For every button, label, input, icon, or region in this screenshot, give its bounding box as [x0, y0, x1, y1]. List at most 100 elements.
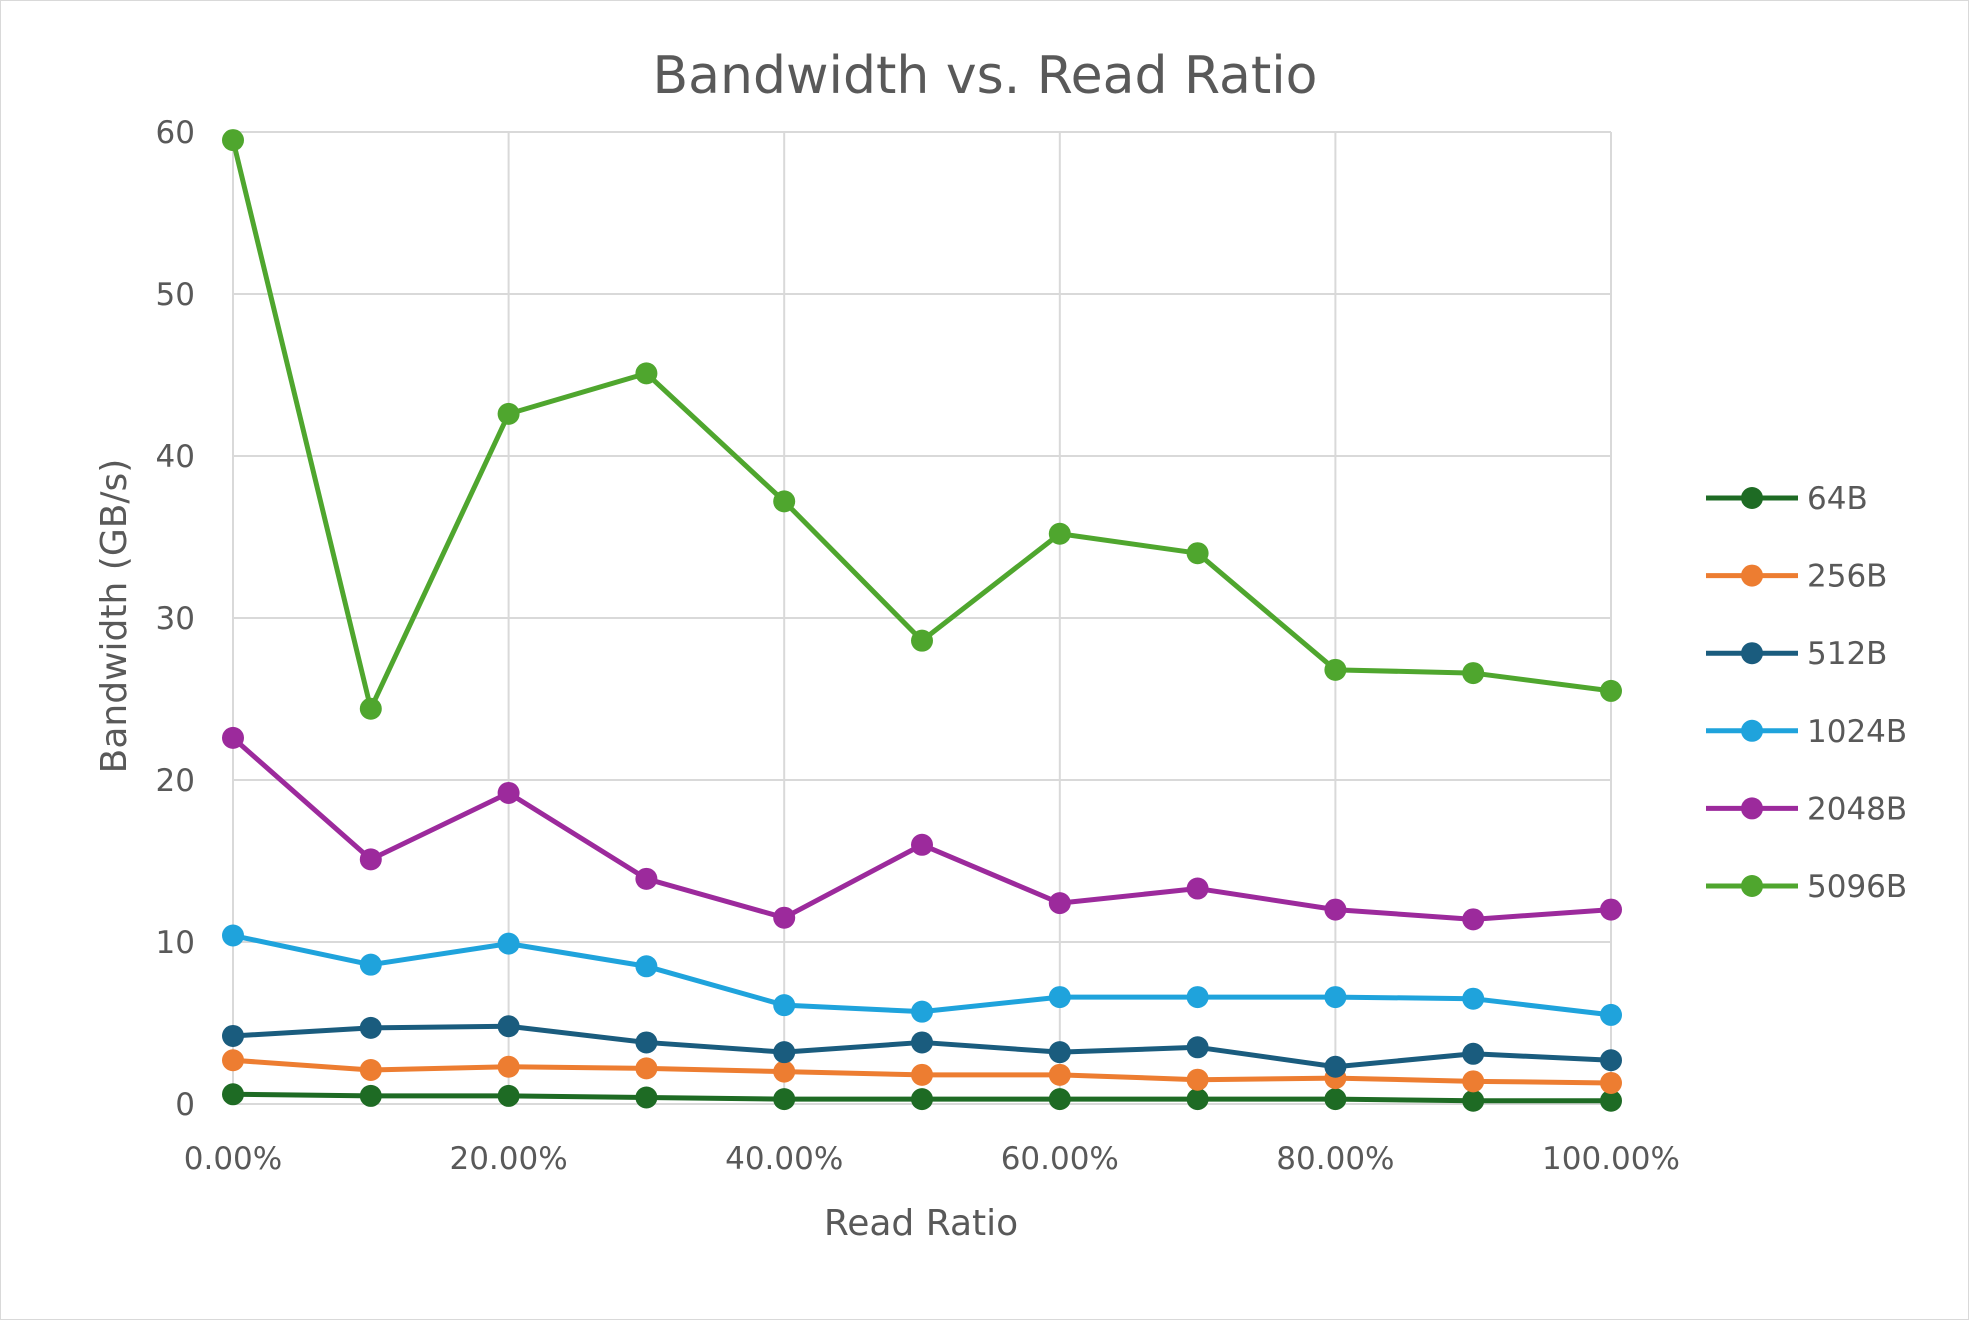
legend-item-5096B: 5096B: [1706, 869, 1907, 905]
data-point: [1600, 898, 1622, 921]
series-64B: [222, 1083, 1622, 1112]
series-line: [231, 736, 1612, 922]
y-tick-label: 60: [156, 115, 195, 151]
legend-item-512B: 512B: [1706, 636, 1887, 672]
legend-swatch-marker: [1741, 797, 1763, 820]
legend-swatch-marker: [1741, 642, 1763, 665]
x-tick-label: 60.00%: [1001, 1141, 1119, 1177]
data-point: [1186, 1036, 1209, 1059]
data-point: [1600, 1071, 1622, 1094]
data-point: [1186, 542, 1209, 565]
data-point: [1462, 1042, 1485, 1065]
data-point: [1462, 987, 1485, 1010]
x-tick-label: 20.00%: [449, 1141, 567, 1177]
y-tick-label: 20: [156, 763, 195, 799]
legend-item-64B: 64B: [1706, 481, 1868, 517]
legend-label: 512B: [1807, 636, 1887, 672]
x-axis-title: Read Ratio: [824, 1203, 1018, 1244]
legend-item-256B: 256B: [1706, 559, 1887, 595]
data-point: [359, 953, 382, 976]
legend-swatch-marker: [1741, 719, 1763, 742]
data-point: [1186, 1088, 1209, 1111]
series-2048B: [222, 726, 1622, 931]
data-point: [911, 1088, 933, 1111]
data-point: [773, 1041, 796, 1064]
x-tick-label: 0.00%: [184, 1141, 282, 1177]
data-point: [359, 848, 382, 871]
legend-label: 64B: [1807, 481, 1868, 517]
data-point: [773, 906, 796, 929]
legend-swatch-marker: [1741, 875, 1763, 897]
data-point: [1462, 662, 1485, 685]
series-layer: [222, 129, 1622, 1112]
data-point: [1600, 1089, 1622, 1112]
data-point: [1324, 986, 1347, 1009]
x-tick-label: 40.00%: [725, 1141, 843, 1177]
series-256B: [222, 1049, 1622, 1094]
series-512B: [222, 1015, 1622, 1078]
legend-swatch-marker: [1741, 564, 1763, 587]
legend: 64B 256B 512B 1024B 2048B 5096B: [1706, 481, 1907, 905]
data-point: [1048, 986, 1071, 1009]
data-point: [773, 1060, 796, 1083]
data-point: [222, 1049, 244, 1072]
data-point: [635, 362, 658, 385]
x-tick-label: 100.00%: [1542, 1141, 1680, 1177]
data-point: [1324, 898, 1347, 921]
legend-swatch-marker: [1741, 487, 1763, 509]
data-point: [1048, 1088, 1071, 1111]
data-point: [635, 1031, 658, 1054]
data-point: [1462, 908, 1485, 931]
series-line: [230, 139, 1612, 712]
data-point: [359, 1016, 382, 1039]
data-point: [1186, 877, 1209, 900]
y-axis-ticks: 0 10 20 30 40 50 60: [156, 115, 195, 1123]
legend-label: 2048B: [1807, 791, 1907, 827]
data-point: [1048, 1063, 1071, 1086]
legend-label: 256B: [1807, 559, 1887, 595]
legend-label: 5096B: [1807, 869, 1907, 905]
series-5096B: [222, 129, 1622, 720]
data-point: [497, 402, 520, 425]
data-point: [1462, 1089, 1485, 1112]
data-point: [497, 1015, 520, 1038]
y-tick-label: 50: [156, 277, 195, 313]
data-point: [1048, 522, 1071, 545]
legend-item-2048B: 2048B: [1706, 791, 1907, 827]
data-point: [773, 994, 796, 1017]
data-point: [222, 1024, 244, 1047]
data-point: [635, 1086, 658, 1109]
grid: [232, 131, 1612, 1105]
data-point: [1186, 1068, 1209, 1091]
data-point: [1600, 679, 1622, 702]
data-point: [773, 490, 796, 513]
y-tick-label: 0: [175, 1087, 195, 1123]
series-1024B: [222, 924, 1622, 1026]
data-point: [497, 781, 520, 804]
data-point: [222, 726, 244, 749]
data-point: [635, 955, 658, 978]
data-point: [1462, 1070, 1485, 1093]
data-point: [222, 924, 244, 947]
y-tick-label: 30: [156, 601, 195, 637]
data-point: [1600, 1003, 1622, 1026]
y-tick-label: 10: [156, 925, 195, 961]
data-point: [911, 1031, 933, 1054]
data-point: [1324, 1088, 1347, 1111]
data-point: [1324, 1055, 1347, 1078]
data-point: [222, 1083, 244, 1106]
data-point: [1048, 1041, 1071, 1064]
data-point: [359, 1058, 382, 1081]
data-point: [911, 833, 933, 856]
x-tick-label: 80.00%: [1276, 1141, 1394, 1177]
data-point: [497, 1084, 520, 1107]
data-point: [1048, 892, 1071, 915]
legend-label: 1024B: [1807, 714, 1907, 750]
x-axis-ticks: 0.00% 20.00% 40.00% 60.00% 80.00% 100.00%: [184, 1141, 1680, 1177]
data-point: [359, 697, 382, 720]
chart-title: Bandwidth vs. Read Ratio: [653, 46, 1318, 106]
y-tick-label: 40: [156, 439, 195, 475]
data-point: [1324, 658, 1347, 681]
